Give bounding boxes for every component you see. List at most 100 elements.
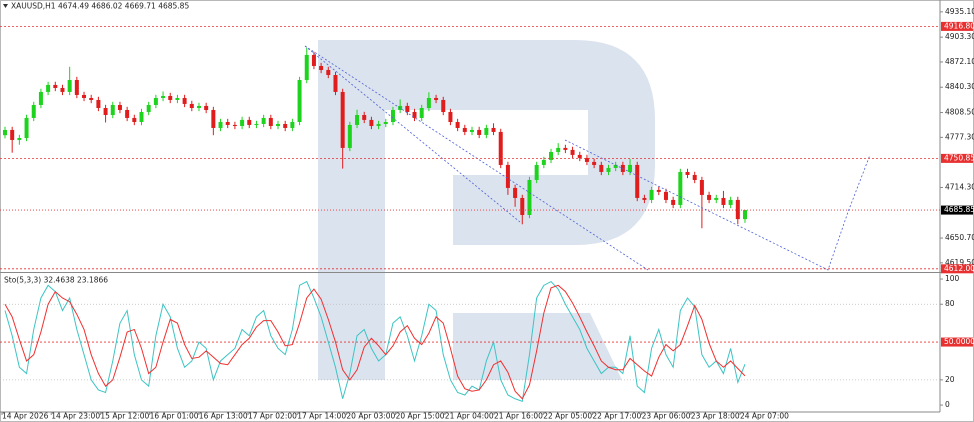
candle-body [175,97,180,100]
candle-body [376,123,381,126]
candle-body [17,137,22,140]
candle-body [168,95,173,100]
x-tick-label: 21 Apr 04:00 [445,412,494,421]
candle-body [204,105,209,110]
candle-body [355,115,360,125]
candle-body [584,157,589,162]
low: 4669.71 [125,2,156,11]
candle-body [153,97,158,105]
candle-body [743,210,747,220]
candle-body [240,119,245,126]
price-panel [3,47,747,229]
candle-body [24,117,29,138]
level-label-box [941,337,973,347]
x-tick-label: 20 Apr 15:00 [396,412,445,421]
current-price-box [941,205,973,215]
candle-body [671,199,676,205]
level-label: 50.0000 [944,337,974,346]
candle-body [405,105,410,112]
x-tick-label: 17 Apr 02:00 [248,412,297,421]
k-value: 32.4638 [44,276,75,285]
high: 4686.02 [91,2,122,11]
candle-body [225,122,230,125]
indicator-line [4,280,746,402]
candle-body [53,84,58,88]
candle-body [714,197,719,200]
candle-body [333,74,338,92]
candle-body [520,197,525,215]
candle-body [513,187,518,198]
candle-body [505,164,510,188]
y-tick-label: 4714.30 [945,182,974,191]
x-tick-label: 23 Apr 18:00 [691,412,740,421]
candle-body [563,147,568,150]
candle-body [247,119,252,125]
candle-body [10,129,15,140]
d-value: 23.1866 [77,276,108,285]
x-tick-label: 24 Apr 07:00 [740,412,789,421]
watermark-bowl [385,40,655,245]
candle-body [685,171,690,175]
candle-body [117,104,122,110]
symbol-menu-icon [3,4,8,8]
candle-body [412,111,417,118]
level-label-box [941,21,973,31]
x-tick-label: 22 Apr 17:00 [592,412,641,421]
y-tick-label: 4903.30 [945,32,974,41]
candle-body [276,123,281,126]
candle-body [110,104,115,116]
close: 4685.85 [158,2,189,11]
candle-body [419,108,424,118]
x-tick-label: 14 Apr 23:00 [51,412,100,421]
candle-body [390,109,395,123]
level-label-box [941,153,973,163]
candle-body [692,174,697,180]
candle-body [268,117,273,126]
candle-body [254,123,259,125]
y-tick-label: 4808.50 [945,108,974,117]
x-tick-label: 20 Apr 03:00 [346,412,395,421]
candle-body [161,95,166,98]
y-tick-label: 0 [945,400,950,409]
open: 4674.49 [58,2,89,11]
candle-body [232,124,237,126]
level-label: 4612.00 [944,264,974,273]
candle-body [211,109,216,128]
candle-body [642,197,647,200]
candle-body [462,127,467,132]
current-price-label: 4685.85 [944,205,974,214]
y-tick-label: 20 [945,375,955,384]
candle-body [592,161,597,165]
x-tick-label: 14 Apr 2026 [2,412,49,421]
indicator-title: Sto(5,3,3) [4,276,41,285]
candle-body [735,199,740,220]
x-tick-label: 17 Apr 14:00 [297,412,346,421]
candle-body [434,97,439,100]
candle-body [311,54,316,67]
level-label-box [941,264,973,274]
candle-body [484,127,489,135]
candle-body [283,123,288,128]
candle-body [498,131,503,165]
y-tick-label: 4650.70 [945,233,974,242]
candle-body [556,147,561,152]
candle-body [89,97,94,100]
candle-body [319,66,324,70]
symbol: XAUUSD,H1 [11,2,56,11]
candle-body [606,167,611,172]
candle-body [132,117,137,123]
y-tick-label: 80 [945,299,955,308]
candle-body [60,87,65,92]
chart-header: XAUUSD,H1 4674.49 4686.02 4669.71 4685.8… [11,2,189,11]
candle-body [182,97,187,104]
candle-body [96,99,101,109]
candle-body [728,199,733,205]
candle-body [340,91,345,148]
candle-body [656,189,661,192]
candle-body [628,164,633,172]
candle-body [146,104,151,112]
candle-body [455,122,460,128]
y-tick-label: 4619.50 [945,258,974,267]
y-tick-label: 4840.30 [945,82,974,91]
indicator-line [4,284,746,400]
